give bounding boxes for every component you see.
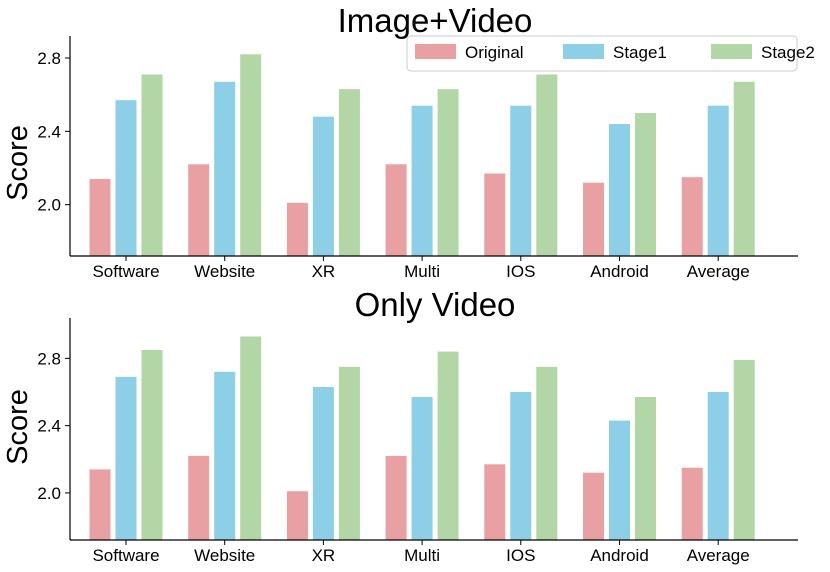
bar-stage2-average bbox=[733, 360, 755, 540]
bar-stage2-average bbox=[733, 81, 755, 256]
x-tick-label: Android bbox=[590, 262, 649, 281]
x-tick-label: Multi bbox=[404, 546, 440, 565]
chart-only-video: Only Video Score 2.0 2.4 2.8 Software Websit… bbox=[2, 286, 798, 565]
bar-original-website bbox=[188, 455, 210, 540]
bar-original-website bbox=[188, 164, 210, 256]
bar-stage2-software bbox=[141, 350, 163, 540]
bar-stage1-multi bbox=[411, 397, 433, 540]
plot-area: 2.0 2.4 2.8 Software Website XR Multi IOS Androi… bbox=[37, 318, 798, 565]
bar-stage2-website bbox=[240, 336, 262, 540]
bar-original-multi bbox=[385, 164, 407, 256]
bar-stage1-multi bbox=[411, 105, 433, 256]
bar-original-ios bbox=[484, 464, 506, 540]
bar-stage2-ios bbox=[536, 74, 558, 256]
bar-original-android bbox=[583, 472, 604, 540]
bar-stage2-multi bbox=[437, 89, 459, 256]
legend: Original Stage1 Stage2 bbox=[406, 35, 815, 72]
chart-title: Only Video bbox=[355, 286, 516, 323]
bar-stage1-website bbox=[214, 81, 236, 256]
y-tick-label: 2.8 bbox=[37, 49, 61, 68]
bar-original-xr bbox=[286, 491, 308, 540]
bar-stage2-ios bbox=[536, 366, 558, 540]
y-tick-label: 2.0 bbox=[37, 196, 61, 215]
x-tick-label: Software bbox=[92, 262, 159, 281]
legend-label-original: Original bbox=[465, 43, 524, 62]
y-axis-label: Score bbox=[2, 389, 34, 465]
x-tick-label: Average bbox=[687, 546, 750, 565]
bar-original-average bbox=[681, 177, 703, 256]
chart-image-video: Image+Video Score 2.0 2.4 2.8 Software Websi… bbox=[2, 2, 815, 281]
x-tick-label: Android bbox=[590, 546, 649, 565]
legend-label-stage1: Stage1 bbox=[613, 43, 667, 62]
bar-stage2-multi bbox=[437, 351, 459, 540]
legend-swatch-original bbox=[415, 44, 456, 59]
bar-stage1-website bbox=[214, 371, 236, 540]
bar-stage2-android bbox=[635, 113, 656, 256]
y-tick-label: 2.4 bbox=[37, 122, 61, 141]
bar-stage2-software bbox=[141, 74, 163, 256]
bar-stage1-ios bbox=[510, 105, 532, 256]
bar-original-android bbox=[583, 182, 604, 256]
y-axis-label: Score bbox=[2, 125, 34, 201]
bar-original-software bbox=[89, 469, 111, 540]
bar-stage2-website bbox=[240, 54, 262, 256]
legend-label-stage2: Stage2 bbox=[761, 43, 815, 62]
bar-original-software bbox=[89, 179, 111, 256]
x-tick-label: Software bbox=[92, 546, 159, 565]
legend-swatch-stage2 bbox=[711, 44, 752, 59]
bar-stage1-software bbox=[115, 376, 137, 540]
x-tick-label: Multi bbox=[404, 262, 440, 281]
y-tick-label: 2.4 bbox=[37, 417, 61, 436]
bar-stage2-xr bbox=[338, 366, 360, 540]
bar-stage1-xr bbox=[312, 116, 334, 256]
y-tick-label: 2.8 bbox=[37, 349, 61, 368]
bar-stage2-android bbox=[635, 397, 656, 540]
plot-area: 2.0 2.4 2.8 Software Website XR Multi IOS Androi… bbox=[37, 36, 798, 281]
legend-swatch-stage1 bbox=[563, 44, 604, 59]
bar-original-ios bbox=[484, 173, 506, 256]
y-tick-label: 2.0 bbox=[37, 484, 61, 503]
bar-stage1-ios bbox=[510, 392, 532, 540]
x-tick-label: Website bbox=[194, 262, 255, 281]
bar-original-xr bbox=[286, 202, 308, 256]
bar-stage1-android bbox=[609, 420, 630, 540]
bar-original-multi bbox=[385, 455, 407, 540]
bar-stage1-android bbox=[609, 124, 630, 256]
x-tick-label: IOS bbox=[506, 546, 535, 565]
x-tick-label: IOS bbox=[506, 262, 535, 281]
x-tick-label: XR bbox=[312, 546, 336, 565]
x-tick-label: Website bbox=[194, 546, 255, 565]
bar-original-average bbox=[681, 467, 703, 540]
chart-title: Image+Video bbox=[338, 2, 533, 39]
bar-stage1-average bbox=[707, 105, 729, 256]
bar-stage1-xr bbox=[312, 387, 334, 540]
x-tick-label: Average bbox=[687, 262, 750, 281]
bar-stage2-xr bbox=[338, 89, 360, 256]
bar-stage1-average bbox=[707, 392, 729, 540]
x-tick-label: XR bbox=[312, 262, 336, 281]
bar-stage1-software bbox=[115, 100, 137, 256]
